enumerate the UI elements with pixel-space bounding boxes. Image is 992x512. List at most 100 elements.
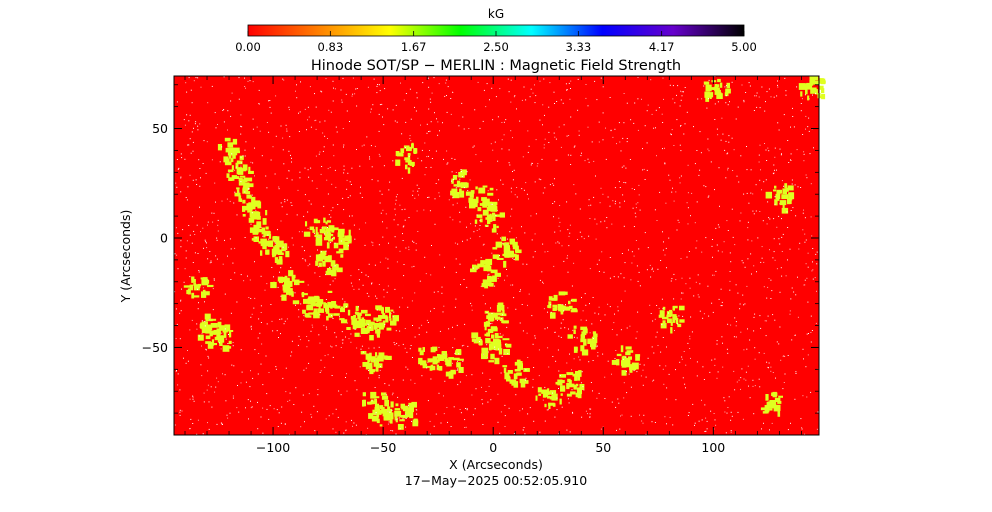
noise-speckle [680,175,682,177]
noise-speckle [651,113,653,115]
noise-speckle [559,375,561,376]
noise-speckle [271,320,273,322]
noise-speckle [412,357,413,358]
noise-speckle [655,109,657,111]
network-patch [262,244,267,250]
network-patch [320,250,327,256]
network-patch [484,348,488,354]
noise-speckle [566,89,568,91]
noise-speckle [588,361,590,363]
noise-speckle [712,256,713,258]
network-patch [496,225,499,229]
network-patch [205,328,211,334]
noise-speckle [281,406,283,408]
noise-speckle [507,78,509,80]
noise-speckle [662,231,663,233]
network-patch [484,325,487,331]
noise-speckle [676,229,678,231]
noise-speckle [442,122,443,124]
noise-speckle [216,237,218,239]
noise-speckle [744,266,746,268]
network-patch [315,260,319,266]
noise-speckle [658,307,660,309]
noise-speckle [587,413,588,415]
noise-speckle [284,320,286,322]
noise-speckle [467,345,469,347]
noise-speckle [394,344,396,346]
network-patch [248,166,251,172]
network-patch [406,146,413,149]
noise-speckle [516,187,518,188]
noise-speckle [211,406,213,408]
noise-speckle [772,173,774,175]
noise-speckle [666,267,667,269]
noise-speckle [191,102,193,104]
noise-speckle [777,86,779,88]
noise-speckle [590,382,592,383]
network-patch [451,178,454,184]
noise-speckle [205,172,207,174]
noise-speckle [499,432,501,434]
noise-speckle [388,242,389,244]
network-patch [484,224,489,227]
noise-speckle [714,189,715,191]
noise-speckle [680,125,682,126]
noise-speckle [521,304,523,305]
noise-speckle [459,263,461,265]
noise-speckle [791,287,793,289]
noise-speckle [326,328,328,330]
noise-speckle [808,98,810,100]
noise-speckle [298,112,299,114]
noise-speckle [177,373,179,375]
noise-speckle [257,401,258,403]
noise-speckle [452,204,454,206]
noise-speckle [566,135,568,137]
noise-speckle [560,99,562,101]
noise-speckle [306,346,308,348]
noise-speckle [635,203,637,205]
network-patch [278,256,283,261]
noise-speckle [670,280,672,282]
noise-speckle [232,397,234,399]
noise-speckle [748,385,749,387]
noise-speckle [512,284,514,286]
noise-speckle [535,213,537,215]
noise-speckle [349,121,350,122]
network-patch [621,356,627,364]
noise-speckle [727,104,729,106]
network-patch [214,336,219,341]
noise-speckle [515,308,517,310]
noise-speckle [224,293,226,295]
noise-speckle [754,313,756,315]
network-patch [501,236,506,242]
noise-speckle [427,197,429,198]
noise-speckle [649,304,651,306]
noise-speckle [428,196,430,198]
noise-speckle [174,253,176,255]
noise-speckle [175,371,177,372]
noise-speckle [354,328,356,330]
noise-speckle [188,120,190,122]
noise-speckle [656,305,658,306]
noise-speckle [746,348,748,350]
network-patch [381,392,387,396]
noise-speckle [602,353,604,355]
network-patch [570,391,576,395]
noise-speckle [755,210,757,212]
network-patch [428,359,435,362]
noise-speckle [342,223,344,225]
noise-speckle [282,377,284,379]
noise-speckle [730,261,732,263]
noise-speckle [323,205,325,207]
network-patch [338,228,345,234]
noise-speckle [494,141,496,143]
noise-speckle [284,250,286,252]
noise-speckle [490,203,492,205]
noise-speckle [289,136,291,138]
noise-speckle [723,241,725,243]
noise-speckle [554,331,556,333]
noise-speckle [280,295,282,297]
noise-speckle [514,95,516,97]
noise-speckle [678,221,680,223]
noise-speckle [506,238,508,240]
